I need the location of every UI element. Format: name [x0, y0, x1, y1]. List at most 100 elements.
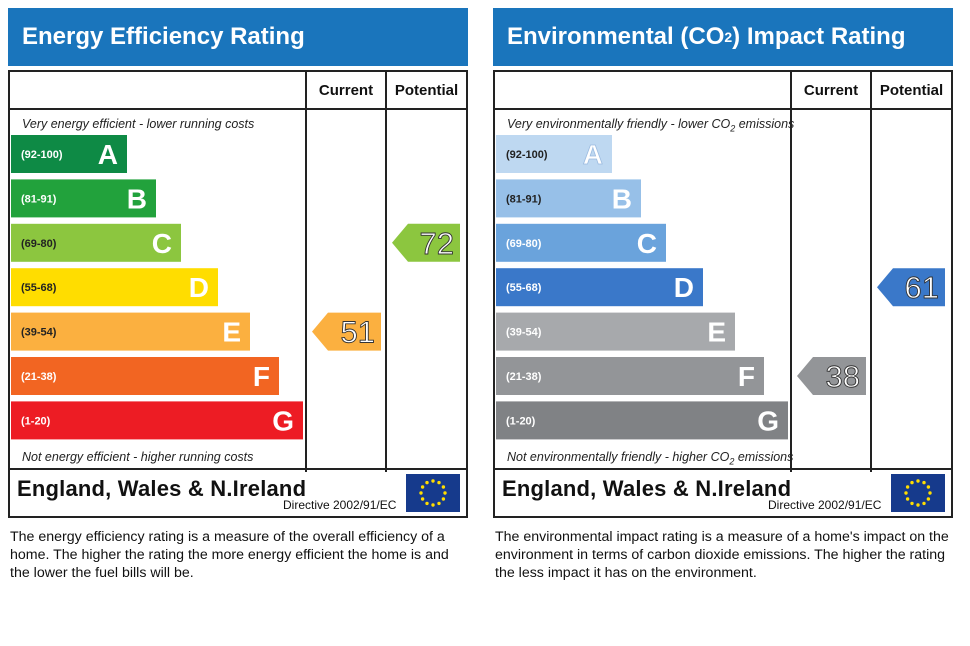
- eu-star-icon: [916, 503, 920, 507]
- rating-bar-a: [11, 135, 127, 173]
- column-divider: [790, 72, 792, 472]
- rating-letter-g: G: [272, 405, 294, 436]
- rating-range-label: (81-91): [21, 193, 57, 205]
- footer-divider: [10, 468, 466, 470]
- rating-range-label: (1-20): [506, 415, 536, 427]
- eu-flag-icon: [406, 474, 460, 512]
- rating-band-f: (21-38) F: [496, 357, 764, 395]
- rating-letter-f: F: [738, 361, 755, 392]
- potential-column-header: Potential: [394, 81, 459, 99]
- eu-star-icon: [419, 491, 423, 495]
- potential-rating-indicator-arrow: [392, 223, 460, 262]
- eu-star-icon: [420, 485, 425, 489]
- rating-letter-c: C: [637, 228, 657, 259]
- rating-bar-c: [11, 223, 181, 262]
- rating-band-d: (55-68) D: [496, 268, 703, 307]
- eu-star-icon: [420, 497, 425, 501]
- rating-band-f: (21-38) F: [11, 357, 279, 395]
- current-rating-indicator-value: 38: [826, 359, 860, 394]
- current-rating-indicator: 38: [797, 357, 866, 395]
- energy-rating-frame: Current Potential Very energy efficient …: [8, 70, 468, 518]
- rating-letter-b: B: [612, 183, 632, 214]
- eu-star-icon: [910, 480, 914, 485]
- current-column-header: Current: [318, 81, 374, 99]
- directive-label: Directive 2002/91/EC: [768, 498, 882, 512]
- rating-letter-c: C: [152, 228, 172, 259]
- eu-star-icon: [431, 479, 435, 483]
- footer-divider: [495, 468, 951, 470]
- environmental-description: The environmental impact rating is a mea…: [495, 529, 949, 581]
- rating-letter-b: B: [127, 183, 147, 214]
- eu-star-icon: [905, 497, 910, 501]
- header-divider: [10, 108, 466, 110]
- rating-band-c: (69-80) C: [496, 223, 666, 262]
- bottom-impact-note: Not environmentally friendly - higher CO…: [507, 450, 794, 467]
- rating-letter-e: E: [707, 317, 726, 348]
- eu-star-icon: [928, 491, 932, 495]
- rating-bar-g: [496, 401, 788, 440]
- eu-star-icon: [910, 501, 914, 506]
- rating-bar-f: [496, 357, 764, 395]
- eu-star-icon: [904, 491, 908, 495]
- potential-rating-indicator: 61: [877, 268, 945, 307]
- rating-band-g: (1-20) G: [496, 401, 788, 440]
- rating-range-label: (92-100): [506, 149, 548, 161]
- rating-bar-a: [496, 135, 612, 173]
- eu-star-icon: [425, 501, 429, 506]
- eu-star-icon: [425, 480, 429, 485]
- region-label: England, Wales & N.Ireland: [502, 476, 792, 501]
- eu-star-icon: [431, 503, 435, 507]
- column-divider: [305, 72, 307, 472]
- rating-letter-e: E: [222, 317, 241, 348]
- energy-description: The energy efficiency rating is a measur…: [10, 529, 449, 581]
- rating-range-label: (1-20): [21, 415, 51, 427]
- eu-star-icon: [926, 497, 931, 501]
- eu-star-icon: [441, 485, 446, 489]
- rating-band-c: (69-80) C: [11, 223, 181, 262]
- energy-panel-title: Energy Efficiency Rating: [8, 8, 468, 66]
- rating-band-a: (92-100) A: [11, 135, 127, 173]
- eu-flag-icon: [891, 474, 945, 512]
- potential-rating-indicator-arrow: [877, 268, 945, 307]
- environmental-panel-title: Environmental (CO 2) Impact Rating: [493, 8, 953, 66]
- eu-star-icon: [926, 485, 931, 489]
- rating-band-g: (1-20) G: [11, 401, 303, 440]
- eu-star-icon: [922, 501, 926, 506]
- current-rating-indicator-value: 51: [341, 315, 375, 350]
- rating-bar-c: [496, 223, 666, 262]
- rating-range-label: (21-38): [21, 371, 57, 383]
- current-column-header: Current: [803, 81, 859, 99]
- rating-bar-e: [496, 312, 735, 351]
- eu-star-icon: [437, 501, 441, 506]
- region-label: England, Wales & N.Ireland: [17, 476, 307, 501]
- rating-range-label: (39-54): [506, 327, 542, 339]
- header-divider: [495, 108, 951, 110]
- rating-range-label: (81-91): [506, 193, 542, 205]
- rating-band-b: (81-91) B: [11, 179, 156, 218]
- rating-bar-e: [11, 312, 250, 351]
- energy-rating-panel: Energy Efficiency Rating Current Potenti…: [8, 8, 468, 518]
- eu-star-icon: [443, 491, 447, 495]
- eu-star-icon: [441, 497, 446, 501]
- energy-rating-bars: (92-100) A (81-91) B (69-80) C (55-68) D (39-54)…: [11, 135, 460, 440]
- current-rating-indicator-arrow: [312, 312, 381, 351]
- rating-letter-a: A: [98, 139, 118, 170]
- rating-bar-f: [11, 357, 279, 395]
- environmental-rating-frame: Current Potential Very environmentally f…: [493, 70, 953, 518]
- rating-letter-a: A: [583, 139, 603, 170]
- rating-range-label: (69-80): [21, 238, 57, 250]
- current-rating-indicator: 51: [312, 312, 381, 351]
- directive-label: Directive 2002/91/EC: [283, 498, 397, 512]
- potential-rating-indicator-value: 72: [420, 226, 454, 261]
- top-impact-note: Very environmentally friendly - lower CO…: [507, 117, 795, 134]
- rating-band-d: (55-68) D: [11, 268, 218, 307]
- potential-rating-indicator: 72: [392, 223, 460, 262]
- rating-range-label: (21-38): [506, 371, 542, 383]
- environmental-rating-panel: Environmental (CO 2) Impact Rating Curren…: [493, 8, 953, 518]
- potential-column-header: Potential: [879, 81, 944, 99]
- rating-letter-g: G: [757, 405, 779, 436]
- rating-band-e: (39-54) E: [11, 312, 250, 351]
- column-divider: [870, 72, 872, 472]
- rating-bar-b: [11, 179, 156, 218]
- eu-star-icon: [916, 479, 920, 483]
